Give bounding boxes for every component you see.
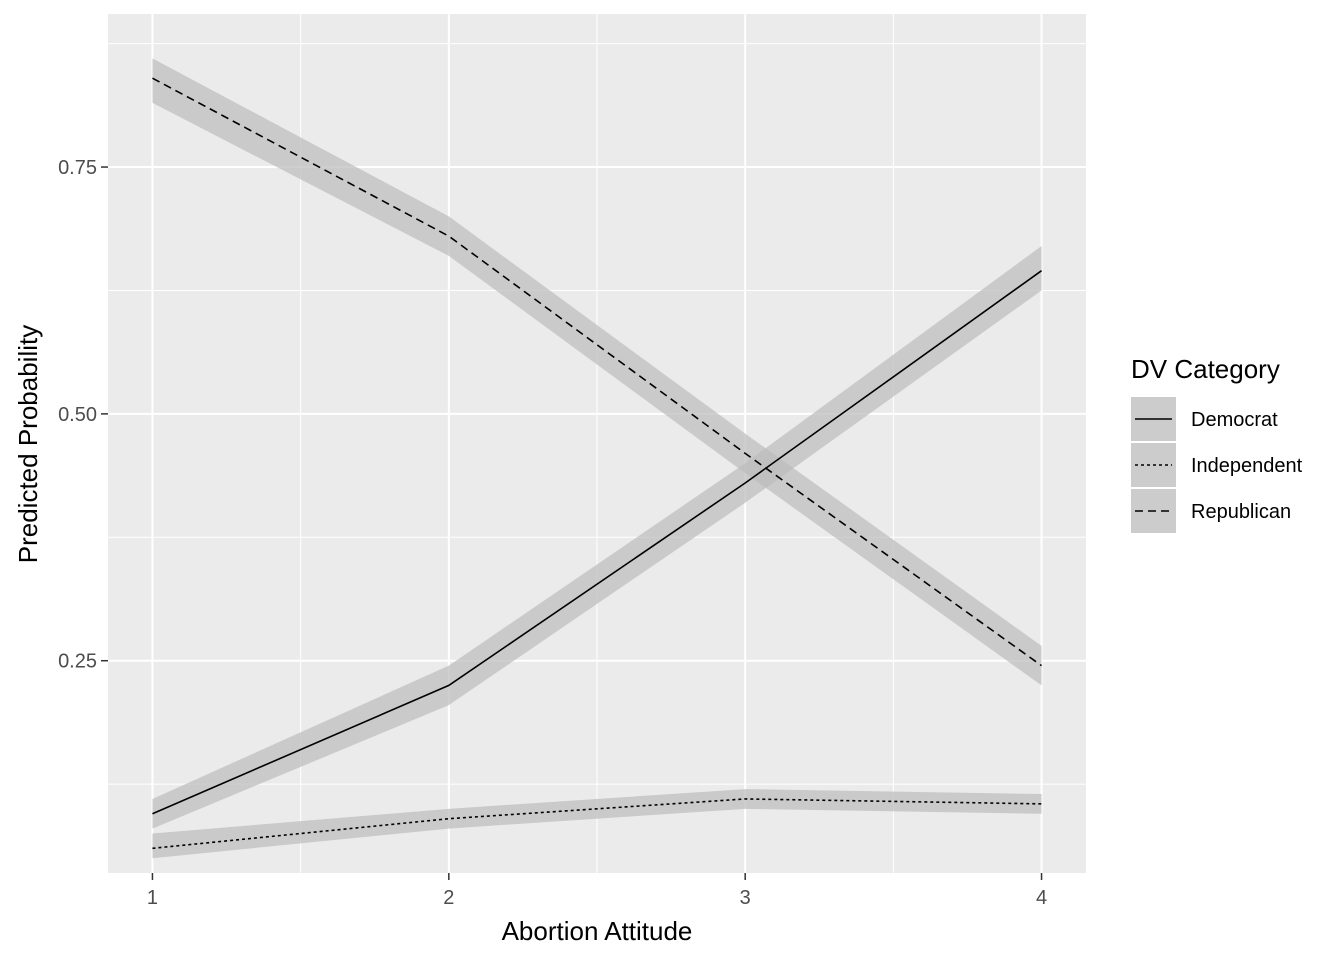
- series-lines: [152, 77, 1043, 850]
- y-axis: 0.25 0.50 0.75: [58, 157, 108, 673]
- legend-label-democrat: Democrat: [1191, 409, 1278, 431]
- line-republican: [152, 77, 1043, 667]
- legend-label-republican: Republican: [1191, 501, 1291, 523]
- y-axis-title: Predicted Probability: [13, 325, 43, 563]
- x-tick-label: 4: [1036, 887, 1047, 909]
- ribbon-independent: [152, 789, 1042, 859]
- x-axis-title: Abortion Attitude: [502, 916, 693, 946]
- legend: DV Category Democrat Independent Republica…: [1131, 354, 1303, 533]
- ribbon-democrat: [152, 246, 1042, 829]
- ribbon-republican: [152, 58, 1042, 686]
- legend-label-independent: Independent: [1191, 455, 1303, 477]
- line-democrat: [152, 270, 1043, 815]
- y-tick-label: 0.25: [58, 651, 97, 673]
- y-tick-label: 0.50: [58, 404, 97, 426]
- confidence-ribbons: [152, 58, 1042, 859]
- line-independent: [152, 798, 1042, 850]
- x-tick-label: 2: [443, 887, 454, 909]
- x-axis: 1 2 3 4: [147, 873, 1047, 909]
- legend-title: DV Category: [1131, 354, 1280, 384]
- x-tick-label: 3: [740, 887, 751, 909]
- x-tick-label: 1: [147, 887, 158, 909]
- y-tick-label: 0.75: [58, 157, 97, 179]
- legend-keys: Democrat Independent Republican: [1131, 397, 1303, 533]
